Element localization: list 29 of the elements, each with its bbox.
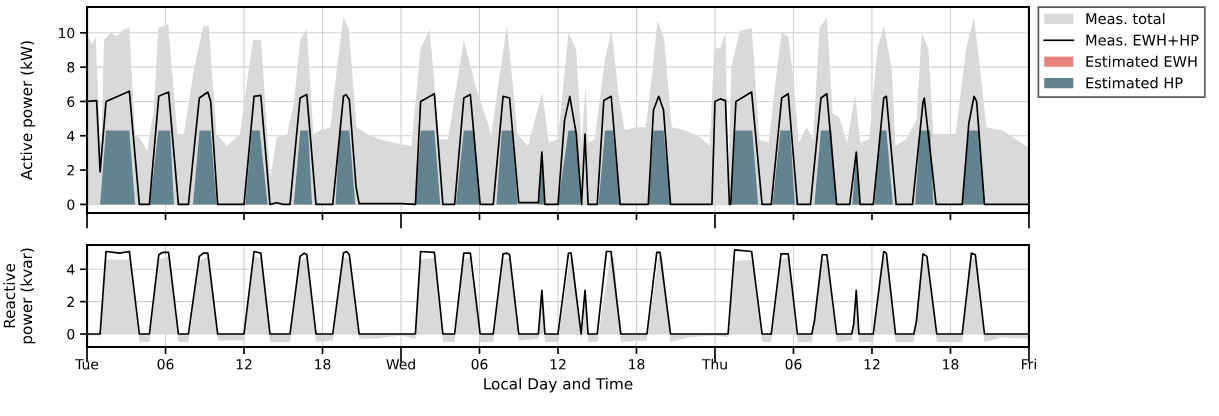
x-tick-label: 18 [315,358,331,370]
y-tick-label: 2 [67,296,74,307]
y-tick-label: 0 [67,328,75,340]
y-tick-label: 10 [59,27,75,39]
x-tick-label: 12 [236,358,252,370]
legend-label: Meas. EWH+HP [1086,34,1199,46]
y-axis-title: Active power (kW) [20,41,36,180]
x-tick-label: 06 [157,358,174,370]
x-tick-label: 06 [471,358,488,370]
y-tick-label: 2 [67,165,74,176]
x-tick-label: Tue [75,359,99,370]
legend-label: Estimated HP [1086,77,1183,89]
x-tick-label: Wed [386,358,415,370]
legend-label: Estimated EWH [1086,55,1197,67]
x-tick-label: 18 [943,358,959,370]
x-tick-label: 06 [785,358,802,370]
x-tick-label: Fri [1022,358,1036,370]
legend-label: Meas. total [1086,12,1165,25]
x-tick-label: 18 [629,358,645,370]
x-tick-label: 12 [550,358,566,370]
x-axis-title: Local Day and Time [484,377,633,393]
y-tick-label: 0 [67,199,75,210]
y-tick-label: 4 [67,264,75,275]
x-tick-label: 12 [864,358,880,370]
y-tick-label: 6 [67,96,75,107]
y-tick-label: 8 [67,62,75,73]
y-axis-title: Reactive power (kvar) [3,248,36,344]
y-tick-label: 4 [67,130,75,142]
x-tick-label: Thu [701,358,727,370]
